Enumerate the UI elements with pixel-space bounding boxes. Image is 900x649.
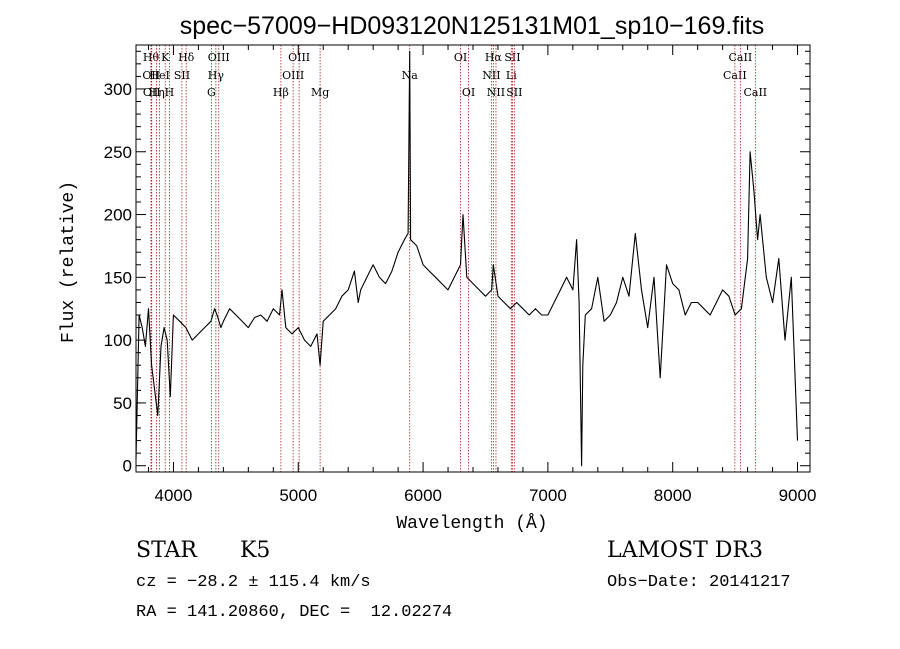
line-marker-label: CaII xyxy=(723,69,747,82)
x-tick-label: 9000 xyxy=(779,486,817,505)
x-axis: 4000 5000 6000 7000 8000 9000 xyxy=(147,45,817,505)
line-marker-label: NII xyxy=(487,86,505,99)
line-marker-label: OIII xyxy=(282,69,304,82)
x-tick-label: 8000 xyxy=(654,486,692,505)
line-marker-label: CaII xyxy=(743,86,767,99)
y-tick-label: 200 xyxy=(104,206,132,225)
coordinates: RA = 141.20860, DEC = 12.02274 xyxy=(136,603,453,622)
object-class: STAR xyxy=(136,538,197,563)
line-marker-label: SII xyxy=(504,51,520,64)
y-tick-label: 250 xyxy=(104,143,132,162)
line-marker-label: Mg xyxy=(311,86,329,99)
line-marker-label: H xyxy=(165,86,175,99)
x-tick-label: 6000 xyxy=(404,486,442,505)
line-marker-label: Li xyxy=(506,69,517,82)
y-axis-label: Flux (relative) xyxy=(59,181,79,343)
line-marker-label: OII xyxy=(142,69,160,82)
line-marker-label: OIII xyxy=(208,51,230,64)
line-marker-label: SII xyxy=(174,69,190,82)
y-tick-label: 300 xyxy=(104,80,132,99)
plot-frame xyxy=(135,44,811,473)
observation-date: Obs−Date: 20141217 xyxy=(607,573,791,592)
line-marker-label: K xyxy=(161,51,170,64)
y-tick-label: 150 xyxy=(104,268,132,287)
x-axis-label: Wavelength (Å) xyxy=(396,513,547,534)
line-marker-label: CaII xyxy=(729,51,753,64)
y-axis: 0 50 100 150 200 250 300 xyxy=(104,50,810,476)
line-marker-label: OIII xyxy=(288,51,310,64)
line-marker-label: G xyxy=(207,86,216,99)
y-tick-label: 0 xyxy=(123,457,132,476)
spectrum-series xyxy=(135,50,799,467)
line-marker-label: NII xyxy=(482,69,500,82)
x-tick-label: 4000 xyxy=(155,486,193,505)
y-tick-label: 100 xyxy=(104,331,132,350)
line-marker-label: OI xyxy=(462,86,475,99)
line-marker-label: Hδ xyxy=(178,51,195,64)
line-marker-label: Hη xyxy=(149,86,165,99)
chart-title: spec−57009−HD093120N125131M01_sp10−169.f… xyxy=(180,12,765,40)
line-marker-label: Hα xyxy=(485,51,503,64)
redshift-value: cz = −28.2 ± 115.4 km/s xyxy=(136,573,371,592)
object-subclass: K5 xyxy=(240,538,271,563)
line-marker-label: OII xyxy=(143,86,161,99)
line-marker-label: Hβ xyxy=(273,86,289,99)
line-marker-label: Hγ xyxy=(208,69,225,82)
line-markers: HθOIIOIIHηHeIKHSIIHδGHγOIIIHβOIIIOIIIMgN… xyxy=(142,45,767,472)
line-marker-label: SII xyxy=(506,86,522,99)
line-marker-label: HeI xyxy=(149,69,169,82)
line-marker-label: OI xyxy=(454,51,467,64)
survey-name: LAMOST DR3 xyxy=(607,538,763,563)
x-tick-label: 7000 xyxy=(529,486,567,505)
spectrum-line-0 xyxy=(135,50,799,467)
x-tick-label: 5000 xyxy=(279,486,317,505)
y-tick-label: 50 xyxy=(113,394,132,413)
